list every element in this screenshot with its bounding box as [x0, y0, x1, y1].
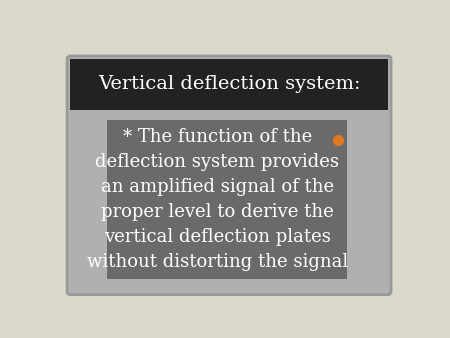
- FancyBboxPatch shape: [67, 56, 391, 295]
- Bar: [107, 120, 347, 279]
- Text: * The function of the
deflection system provides
an amplified signal of the
prop: * The function of the deflection system …: [86, 128, 348, 271]
- Text: Vertical deflection system:: Vertical deflection system:: [98, 75, 360, 93]
- Bar: [70, 59, 388, 110]
